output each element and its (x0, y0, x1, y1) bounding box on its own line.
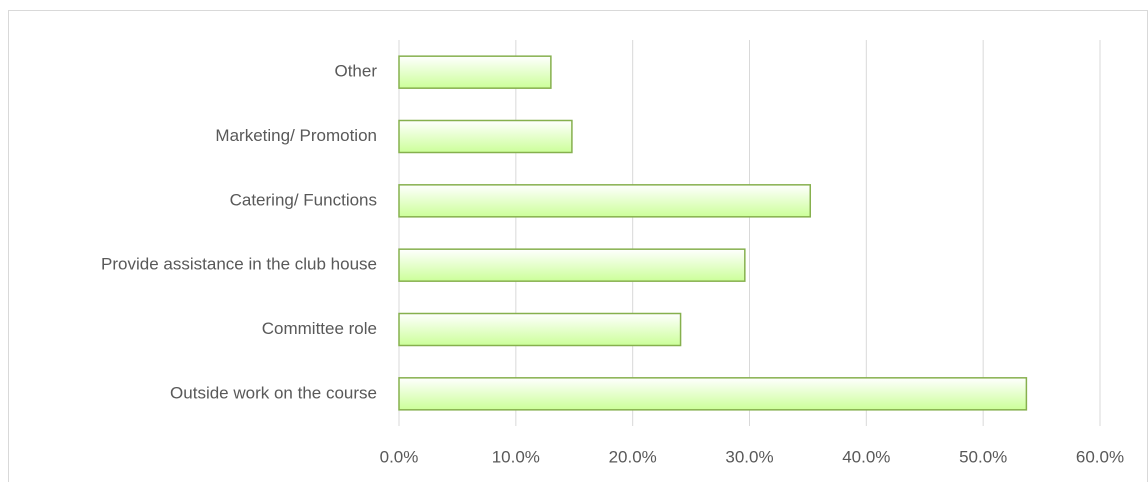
y-tick-label: Other (334, 62, 377, 81)
x-tick-label: 20.0% (609, 447, 657, 466)
bar (398, 119, 573, 154)
x-tick-label: 10.0% (492, 447, 540, 466)
y-tick-label: Marketing/ Promotion (215, 126, 377, 145)
bar (398, 248, 746, 282)
x-tick-label: 50.0% (959, 447, 1007, 466)
chart-frame (8, 10, 1148, 482)
x-tick-label: 40.0% (842, 447, 890, 466)
bar (398, 184, 812, 218)
y-tick-label: Provide assistance in the club house (101, 255, 377, 274)
bar (398, 377, 1028, 411)
y-tick-label: Committee role (262, 319, 377, 338)
x-tick-label: 60.0% (1076, 447, 1124, 466)
bar (398, 55, 552, 89)
x-tick-label: 0.0% (380, 447, 419, 466)
y-tick-label: Outside work on the course (170, 383, 377, 402)
bar (398, 312, 682, 347)
x-tick-label: 30.0% (725, 447, 773, 466)
y-tick-label: Catering/ Functions (230, 190, 377, 209)
